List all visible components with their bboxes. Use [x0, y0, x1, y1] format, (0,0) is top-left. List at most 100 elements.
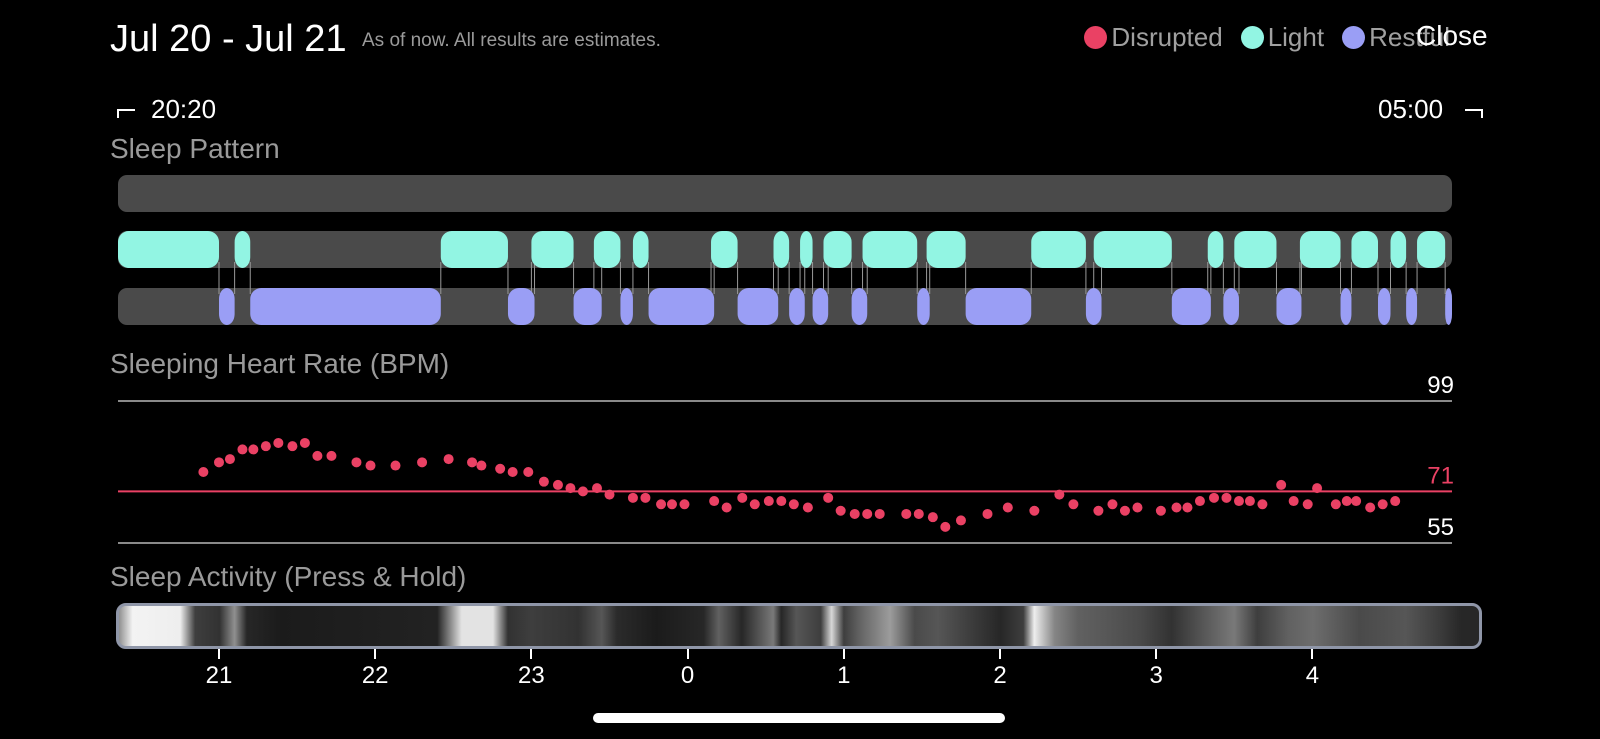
heart-rate-point: [1377, 499, 1388, 510]
light-segment: [1390, 231, 1407, 268]
heart-rate-point: [737, 492, 748, 503]
heart-rate-point: [955, 515, 966, 526]
heart-rate-point: [1288, 496, 1299, 507]
light-segment: [862, 231, 918, 268]
heart-rate-title: Sleeping Heart Rate (BPM): [110, 348, 450, 379]
heart-rate-point: [901, 508, 912, 519]
sleep-activity-strip[interactable]: [116, 603, 1482, 649]
restful-segment: [1223, 288, 1239, 325]
light-segment: [1234, 231, 1277, 268]
restful-segment: [620, 288, 633, 325]
heart-rate-point: [709, 496, 720, 507]
axis-tick: [1155, 649, 1158, 659]
heart-rate-point: [552, 479, 563, 490]
heart-rate-point: [1029, 505, 1040, 516]
heart-rate-point: [417, 457, 428, 468]
disrupted-track: [118, 175, 1452, 212]
light-segment: [773, 231, 790, 268]
heart-rate-point: [862, 508, 873, 519]
heart-rate-point: [390, 460, 401, 471]
light-segment: [1031, 231, 1086, 268]
heart-rate-point: [604, 489, 615, 500]
restful-segment: [851, 288, 868, 325]
light-segment: [118, 231, 219, 268]
heart-rate-point: [1182, 502, 1193, 513]
heart-rate-point: [776, 496, 787, 507]
heart-rate-point: [1330, 499, 1341, 510]
restful-segment: [917, 288, 930, 325]
axis-tick-label: 21: [205, 662, 233, 689]
disrupted-dot-icon: [1084, 26, 1108, 49]
light-segment: [926, 231, 966, 268]
start-bracket-icon: [117, 109, 135, 118]
axis-tick: [1311, 649, 1314, 659]
restful-segment: [1445, 288, 1452, 325]
heart-rate-point: [577, 486, 588, 497]
light-segment: [1351, 231, 1379, 268]
legend-label-restful: Restful: [1369, 22, 1450, 52]
restful-segment: [573, 288, 602, 325]
restful-segment: [219, 288, 235, 325]
axis-tick-label: 23: [518, 662, 545, 689]
restful-segment: [789, 288, 805, 325]
heart-rate-point: [523, 467, 534, 477]
heart-rate-point: [802, 502, 813, 513]
axis-tick-label: 1: [837, 662, 851, 689]
heart-rate-point: [495, 463, 506, 474]
axis-tick: [374, 649, 377, 659]
light-segment: [1207, 231, 1224, 268]
light-segment: [823, 231, 852, 268]
end-time: 05:00: [1378, 94, 1444, 124]
heart-rate-point: [1302, 499, 1313, 510]
heart-rate-point: [476, 460, 487, 471]
heart-rate-point: [835, 505, 846, 516]
heart-rate-point: [1002, 502, 1013, 513]
heart-rate-point: [1276, 479, 1287, 490]
heart-rate-point: [1119, 505, 1130, 516]
home-indicator[interactable]: [593, 713, 1005, 723]
legend-item-light: Light: [1240, 22, 1325, 53]
heart-rate-point: [507, 467, 518, 477]
restful-segment: [507, 288, 535, 325]
close-button[interactable]: Close: [1416, 20, 1488, 51]
heart-rate-point: [849, 508, 860, 519]
axis-tick-label: 4: [1305, 662, 1320, 689]
heart-rate-point: [1233, 496, 1244, 507]
min-bpm-label: 55: [1427, 514, 1454, 541]
sleep-pattern-title: Sleep Pattern: [110, 133, 280, 164]
heart-rate-point: [679, 499, 690, 510]
axis-tick-label: 0: [680, 662, 695, 689]
heart-rate-point: [940, 521, 951, 532]
legend-item-restful: Restful: [1342, 22, 1450, 53]
end-bracket-icon: [1465, 109, 1483, 118]
heart-rate-point: [326, 450, 337, 461]
heart-rate-point: [1312, 483, 1323, 494]
axis-tick: [530, 649, 533, 659]
heart-rate-point: [1093, 505, 1104, 516]
heart-rate-point: [1365, 502, 1376, 513]
heart-rate-point: [927, 512, 938, 523]
light-segment: [632, 231, 649, 268]
heart-rate-point: [260, 441, 271, 452]
legend-label-light: Light: [1267, 22, 1325, 52]
heart-rate-point: [982, 508, 993, 519]
restful-segment: [648, 288, 715, 325]
legend-label-disrupted: Disrupted: [1111, 22, 1223, 52]
restful-segment: [1340, 288, 1352, 325]
heart-rate-point: [1132, 502, 1143, 513]
heart-rate-point: [443, 454, 454, 465]
page-title: Jul 20 - Jul 21: [110, 18, 347, 60]
heart-rate-point: [248, 444, 259, 455]
light-dot-icon: [1240, 26, 1264, 49]
start-time: 20:20: [151, 94, 217, 124]
heart-rate-point: [823, 492, 834, 503]
axis-tick: [686, 649, 689, 659]
axis-tick: [218, 649, 220, 659]
heart-rate-point: [627, 492, 638, 503]
page-subtitle: As of now. All results are estimates.: [362, 30, 661, 51]
axis-tick-label: 2: [993, 662, 1007, 689]
restful-segment: [1406, 288, 1418, 325]
heart-rate-point: [592, 483, 603, 494]
heart-rate-point: [1257, 499, 1268, 510]
heart-rate-point: [224, 454, 235, 465]
